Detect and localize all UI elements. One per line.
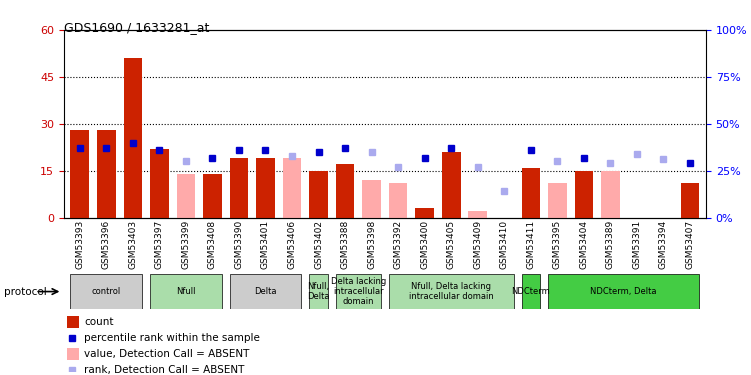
Text: GSM53404: GSM53404 — [579, 220, 588, 269]
Bar — [362, 180, 381, 218]
Bar — [256, 158, 275, 218]
Text: GSM53408: GSM53408 — [208, 220, 217, 269]
Text: GSM53401: GSM53401 — [261, 220, 270, 269]
Text: GSM53389: GSM53389 — [606, 220, 615, 269]
Text: GSM53400: GSM53400 — [421, 220, 429, 269]
Text: percentile rank within the sample: percentile rank within the sample — [84, 333, 261, 343]
Text: count: count — [84, 317, 114, 327]
Bar — [203, 174, 222, 217]
Bar — [389, 183, 408, 218]
Bar — [575, 171, 593, 217]
Bar — [309, 171, 328, 217]
Bar — [150, 149, 169, 217]
Bar — [176, 174, 195, 217]
Bar — [548, 183, 567, 218]
Text: GSM53411: GSM53411 — [526, 220, 535, 269]
Bar — [415, 208, 434, 218]
Bar — [71, 130, 89, 218]
Text: Nfull, Delta lacking
intracellular domain: Nfull, Delta lacking intracellular domai… — [409, 282, 493, 301]
Text: GSM53403: GSM53403 — [128, 220, 137, 269]
Text: GSM53399: GSM53399 — [182, 220, 191, 269]
Bar — [282, 158, 301, 218]
Text: Nfull: Nfull — [176, 287, 196, 296]
Text: GSM53391: GSM53391 — [632, 220, 641, 269]
Bar — [97, 130, 116, 218]
Bar — [601, 171, 620, 217]
Text: GSM53395: GSM53395 — [553, 220, 562, 269]
Text: GSM53406: GSM53406 — [288, 220, 297, 269]
Text: value, Detection Call = ABSENT: value, Detection Call = ABSENT — [84, 349, 250, 359]
Bar — [230, 274, 301, 309]
Text: GSM53397: GSM53397 — [155, 220, 164, 269]
Text: GSM53409: GSM53409 — [473, 220, 482, 269]
Bar — [469, 211, 487, 217]
Text: GSM53402: GSM53402 — [314, 220, 323, 269]
Text: GSM53394: GSM53394 — [659, 220, 668, 269]
Bar — [309, 274, 328, 309]
Bar — [336, 274, 381, 309]
Text: GSM53396: GSM53396 — [102, 220, 111, 269]
Bar — [67, 348, 79, 360]
Bar — [67, 316, 79, 328]
Text: rank, Detection Call = ABSENT: rank, Detection Call = ABSENT — [84, 364, 245, 375]
Bar — [389, 274, 514, 309]
Text: Delta lacking
intracellular
domain: Delta lacking intracellular domain — [330, 277, 386, 306]
Text: GSM53398: GSM53398 — [367, 220, 376, 269]
Text: GDS1690 / 1633281_at: GDS1690 / 1633281_at — [64, 21, 210, 34]
Bar — [680, 183, 699, 218]
Text: GSM53410: GSM53410 — [499, 220, 508, 269]
Text: GSM53405: GSM53405 — [447, 220, 456, 269]
Bar — [150, 274, 222, 309]
Bar — [442, 152, 460, 217]
Text: GSM53390: GSM53390 — [234, 220, 243, 269]
Text: Delta: Delta — [255, 287, 276, 296]
Bar — [548, 274, 699, 309]
Bar — [230, 158, 249, 218]
Text: GSM53407: GSM53407 — [686, 220, 695, 269]
Text: NDCterm: NDCterm — [511, 287, 550, 296]
Text: control: control — [92, 287, 121, 296]
Bar — [123, 58, 142, 217]
Text: GSM53393: GSM53393 — [75, 220, 84, 269]
Bar — [71, 274, 142, 309]
Bar — [521, 168, 540, 217]
Bar — [336, 164, 354, 218]
Text: protocol: protocol — [4, 286, 47, 297]
Text: NDCterm, Delta: NDCterm, Delta — [590, 287, 657, 296]
Text: Nfull,
Delta: Nfull, Delta — [307, 282, 330, 301]
Bar — [521, 274, 540, 309]
Text: GSM53388: GSM53388 — [341, 220, 349, 269]
Text: GSM53392: GSM53392 — [394, 220, 403, 269]
